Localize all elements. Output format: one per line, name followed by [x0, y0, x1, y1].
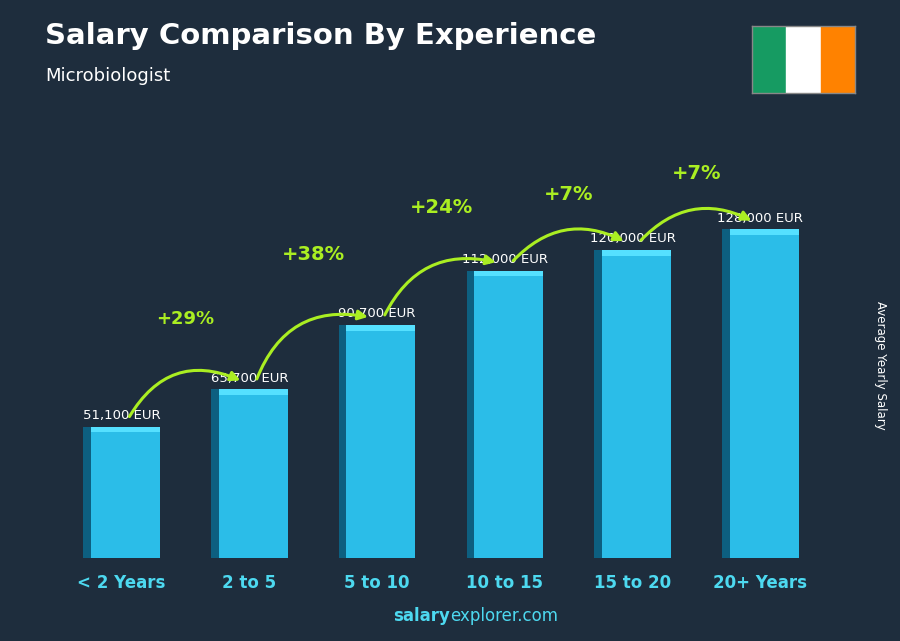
Text: Average Yearly Salary: Average Yearly Salary — [874, 301, 886, 429]
FancyBboxPatch shape — [722, 229, 730, 558]
FancyBboxPatch shape — [466, 271, 474, 558]
Text: 120,000 EUR: 120,000 EUR — [590, 233, 676, 246]
Text: 65,700 EUR: 65,700 EUR — [211, 372, 288, 385]
FancyBboxPatch shape — [338, 325, 346, 558]
Text: +29%: +29% — [157, 310, 214, 328]
Text: salary: salary — [393, 607, 450, 625]
FancyBboxPatch shape — [212, 389, 219, 558]
FancyBboxPatch shape — [594, 250, 670, 558]
FancyBboxPatch shape — [84, 427, 91, 558]
Text: explorer.com: explorer.com — [450, 607, 558, 625]
FancyBboxPatch shape — [466, 271, 544, 558]
Text: 128,000 EUR: 128,000 EUR — [717, 212, 804, 225]
FancyBboxPatch shape — [602, 250, 670, 256]
FancyBboxPatch shape — [91, 427, 160, 433]
Text: +7%: +7% — [544, 185, 593, 204]
FancyBboxPatch shape — [338, 325, 416, 558]
FancyBboxPatch shape — [594, 250, 602, 558]
Text: Salary Comparison By Experience: Salary Comparison By Experience — [45, 22, 596, 51]
Text: +38%: +38% — [282, 245, 345, 263]
FancyBboxPatch shape — [730, 229, 798, 235]
FancyBboxPatch shape — [219, 389, 288, 395]
FancyBboxPatch shape — [84, 427, 160, 558]
FancyBboxPatch shape — [474, 271, 544, 276]
Bar — [821, 26, 855, 93]
Text: +7%: +7% — [671, 164, 721, 183]
Text: 112,000 EUR: 112,000 EUR — [462, 253, 548, 266]
Text: 90,700 EUR: 90,700 EUR — [338, 308, 416, 320]
Text: Microbiologist: Microbiologist — [45, 67, 170, 85]
Text: 51,100 EUR: 51,100 EUR — [83, 409, 160, 422]
FancyBboxPatch shape — [212, 389, 288, 558]
FancyBboxPatch shape — [722, 229, 798, 558]
Bar — [752, 26, 786, 93]
FancyBboxPatch shape — [346, 325, 416, 331]
Text: +24%: +24% — [410, 197, 472, 217]
Bar — [786, 26, 821, 93]
